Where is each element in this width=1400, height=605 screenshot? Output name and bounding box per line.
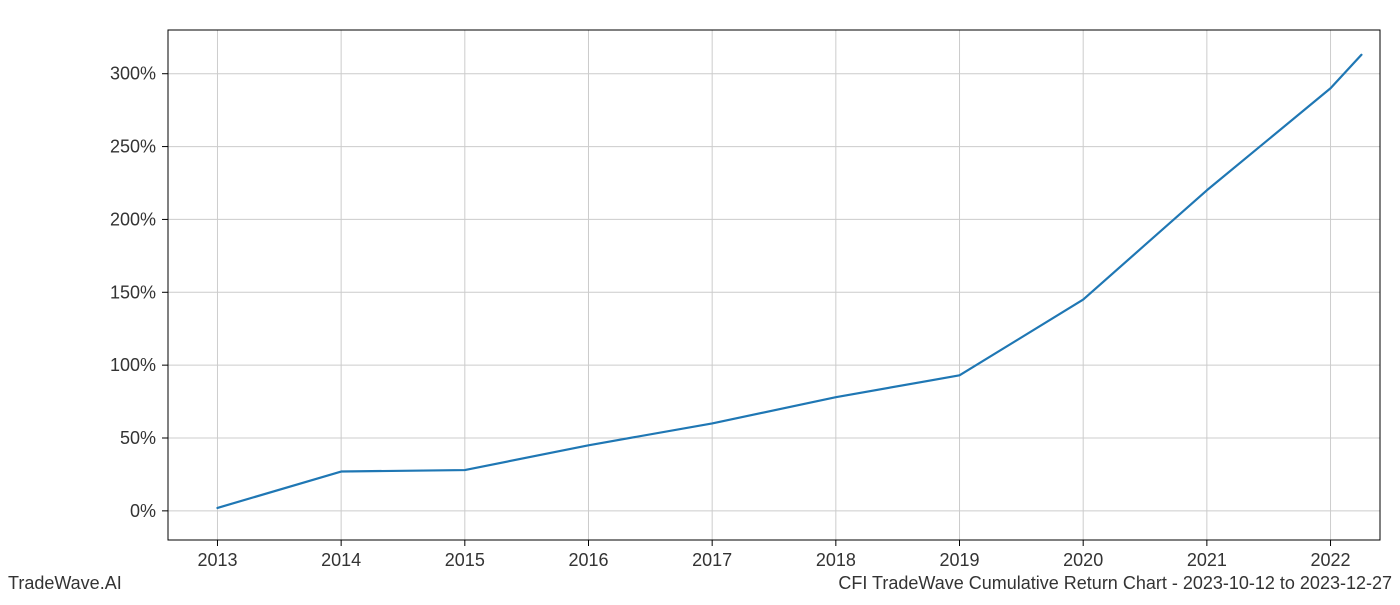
svg-text:2022: 2022 xyxy=(1311,550,1351,570)
svg-text:250%: 250% xyxy=(110,137,156,157)
svg-text:2014: 2014 xyxy=(321,550,361,570)
footer-right-label: CFI TradeWave Cumulative Return Chart - … xyxy=(838,573,1392,594)
footer-left-label: TradeWave.AI xyxy=(8,573,122,594)
svg-text:2017: 2017 xyxy=(692,550,732,570)
svg-text:2019: 2019 xyxy=(939,550,979,570)
svg-text:2020: 2020 xyxy=(1063,550,1103,570)
svg-text:2013: 2013 xyxy=(197,550,237,570)
chart-container: 2013 2014 2015 2016 2017 2018 2019 2020 2021 2022… xyxy=(0,0,1400,600)
svg-text:2021: 2021 xyxy=(1187,550,1227,570)
svg-text:2016: 2016 xyxy=(568,550,608,570)
svg-text:100%: 100% xyxy=(110,355,156,375)
svg-text:0%: 0% xyxy=(130,501,156,521)
svg-text:150%: 150% xyxy=(110,282,156,302)
svg-text:300%: 300% xyxy=(110,64,156,84)
line-chart: 2013 2014 2015 2016 2017 2018 2019 2020 2021 2022… xyxy=(0,0,1400,600)
svg-text:2015: 2015 xyxy=(445,550,485,570)
svg-text:200%: 200% xyxy=(110,209,156,229)
svg-text:2018: 2018 xyxy=(816,550,856,570)
svg-text:50%: 50% xyxy=(120,428,156,448)
